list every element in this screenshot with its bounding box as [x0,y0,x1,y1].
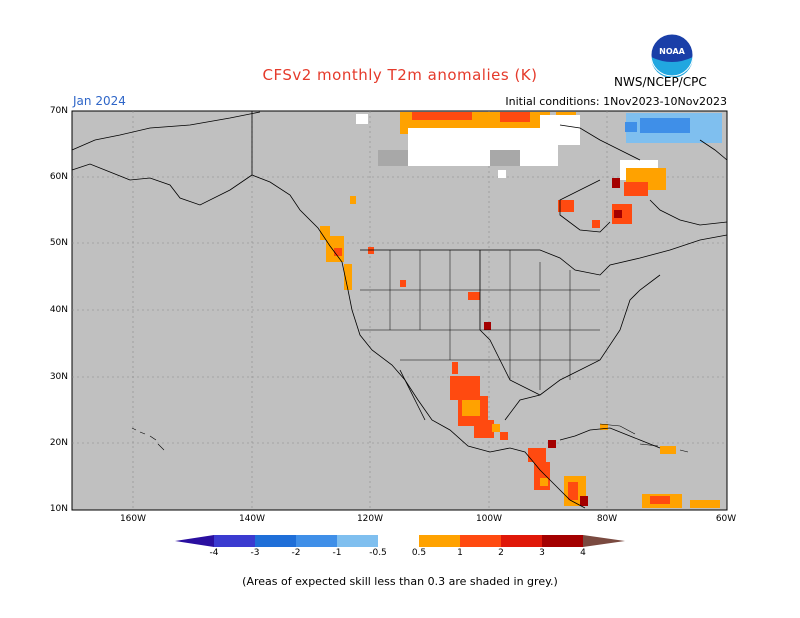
lat-label: 70N [49,106,68,116]
colorbar [175,535,625,547]
lat-label: 60N [49,172,68,182]
lat-label: 30N [49,372,68,382]
islands [131,423,689,453]
coastlines [71,111,728,509]
forecast-month: Jan 2024 [73,94,126,108]
anomaly-patches [320,112,722,508]
lat-label: 40N [49,305,68,315]
colorbar-label: -3 [250,548,260,558]
lon-label: 80W [596,514,618,524]
colorbar-label: -2 [291,548,301,558]
lon-label: 140W [238,514,266,524]
lon-label: 100W [475,514,503,524]
lon-label: 120W [356,514,384,524]
colorbar-label: 0.5 [411,548,427,558]
noaa-logo: NOAA [650,33,694,77]
colorbar-arrow-left [175,535,214,547]
colorbar-label: -0.5 [369,548,387,558]
agency-label: NWS/NCEP/CPC [614,75,707,89]
colorbar-label: 4 [580,548,586,558]
colorbar-label: -4 [209,548,219,558]
lat-label: 20N [49,438,68,448]
lat-label: 50N [49,238,68,248]
lon-label: 60W [715,514,737,524]
map-panel [71,110,728,511]
colorbar-label: -1 [332,548,342,558]
noaa-logo-text: NOAA [659,47,685,56]
colorbar-label: 1 [457,548,463,558]
state-borders [360,250,600,390]
colorbar-arrow-right [583,535,625,547]
initial-conditions: Initial conditions: 1Nov2023-10Nov2023 [505,95,727,108]
colorbar-label: 3 [539,548,545,558]
graticule [72,111,727,510]
chart-title: CFSv2 monthly T2m anomalies (K) [262,66,538,84]
footnote: (Areas of expected skill less than 0.3 a… [242,575,558,588]
lon-label: 160W [119,514,147,524]
lat-label: 10N [49,504,68,514]
colorbar-label: 2 [498,548,504,558]
